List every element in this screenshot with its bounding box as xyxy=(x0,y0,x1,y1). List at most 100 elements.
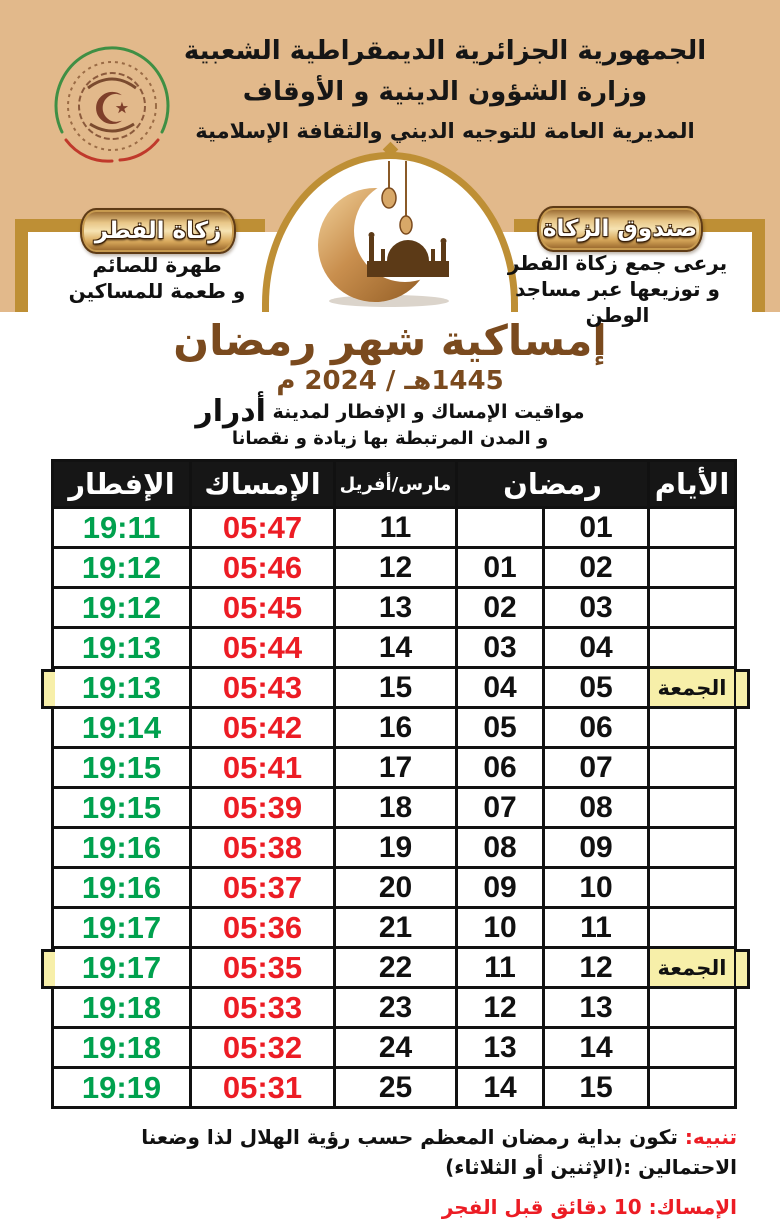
table-row: الأربعاء 10 09 20 05:37 19:16 xyxy=(51,866,737,909)
iftar-time-cell: 19:17 xyxy=(51,906,192,949)
gregorian-date-cell: 16 xyxy=(333,706,458,749)
day-cell: الثلاثاء xyxy=(647,546,737,589)
subtitle-prefix: مواقيت الإمساك و الإفطار لمدينة xyxy=(265,401,585,423)
iftar-time-cell: 19:12 xyxy=(51,546,192,589)
ramadan-date-option2-cell: 03 xyxy=(455,626,545,669)
ramadan-date-option1-cell: 15 xyxy=(542,1066,650,1109)
subtitle-linked-cities: و المدن المرتبطة بها زيادة و نقصانا xyxy=(231,428,549,449)
day-cell: الإثنين xyxy=(647,506,737,549)
ministry-line: وزارة الشؤون الدينية و الأوقاف xyxy=(242,77,648,107)
gregorian-date-cell: 21 xyxy=(333,906,458,949)
imsak-time-cell: 05:45 xyxy=(189,586,336,629)
ramadan-date-option1-cell: 11 xyxy=(542,906,650,949)
table-row: الإثنين 01 11 05:47 19:11 xyxy=(51,506,737,549)
iftar-time-cell: 19:15 xyxy=(51,786,192,829)
friday-highlight-tab xyxy=(41,669,55,709)
republic-line: الجمهورية الجزائرية الديمقراطية الشعبية xyxy=(183,36,707,66)
arch-frame xyxy=(262,152,518,312)
day-cell: الإثنين xyxy=(647,786,737,829)
ramadan-date-option1-cell: 02 xyxy=(542,546,650,589)
col-header-ramadan: رمضان xyxy=(455,459,650,509)
col-header-imsak: الإمساك xyxy=(189,459,336,509)
gregorian-date-cell: 18 xyxy=(333,786,458,829)
day-cell: الجمعة xyxy=(647,946,737,989)
iftar-time-cell: 19:16 xyxy=(51,826,192,869)
imsak-time-cell: 05:33 xyxy=(189,986,336,1029)
iftar-time-cell: 19:16 xyxy=(51,866,192,909)
page-title: إمساكية شهر رمضان xyxy=(173,316,607,365)
imsak-time-cell: 05:38 xyxy=(189,826,336,869)
hijri-gregorian-year: 1445هـ / 2024 م xyxy=(276,366,504,396)
day-cell: السبت xyxy=(647,706,737,749)
prayer-times-table: الأيام رمضان مارس/أفريل الإمساك الإفطار … xyxy=(51,459,737,1109)
table-row: الأحد 07 06 17 05:41 19:15 xyxy=(51,746,737,789)
imsak-time-cell: 05:37 xyxy=(189,866,336,909)
iftar-time-cell: 19:13 xyxy=(51,666,192,709)
day-cell: الأحد xyxy=(647,746,737,789)
prayer-times-table-wrap: الأيام رمضان مارس/أفريل الإمساك الإفطار … xyxy=(41,459,750,1109)
day-cell: الأربعاء xyxy=(647,866,737,909)
zakat-fitr-banner-text: طهرة للصائم و طعمة للمساكين xyxy=(62,252,252,304)
friday-highlight-tab xyxy=(736,949,750,989)
ramadan-date-option1-cell: 13 xyxy=(542,986,650,1029)
table-header-row: الأيام رمضان مارس/أفريل الإمساك الإفطار xyxy=(51,459,737,509)
gregorian-date-cell: 19 xyxy=(333,826,458,869)
gold-frame-side-right xyxy=(752,219,765,312)
ministry-header: الجمهورية الجزائرية الديمقراطية الشعبية … xyxy=(165,30,725,150)
iftar-time-cell: 19:18 xyxy=(51,1026,192,1069)
ramadan-date-option2-cell: 10 xyxy=(455,906,545,949)
ramadan-date-option1-cell: 14 xyxy=(542,1026,650,1069)
iftar-time-cell: 19:15 xyxy=(51,746,192,789)
ministry-seal-icon: ☪ xyxy=(38,28,186,178)
ramadan-date-option1-cell: 12 xyxy=(542,946,650,989)
table-row: الثلاثاء 02 01 12 05:46 19:12 xyxy=(51,546,737,589)
zakat-fitr-banner: زكاة الفطر xyxy=(80,208,236,254)
day-cell: الجمعة xyxy=(647,666,737,709)
directorate-line: المديرية العامة للتوجيه الديني والثقافة … xyxy=(195,119,695,143)
ramadan-date-option2-cell: 06 xyxy=(455,746,545,789)
gregorian-date-cell: 11 xyxy=(333,506,458,549)
imsak-time-cell: 05:36 xyxy=(189,906,336,949)
zakat-fitr-banner-title: زكاة الفطر xyxy=(94,218,222,244)
col-header-iftar: الإفطار xyxy=(51,459,192,509)
zakat-fitr-line2: و طعمة للمساكين xyxy=(68,279,246,303)
table-row: السبت 06 05 16 05:42 19:14 xyxy=(51,706,737,749)
zakat-fund-banner-text: يرعى جمع زكاة الفطر و توزيعها عبر مساجد … xyxy=(500,250,735,328)
gregorian-date-cell: 17 xyxy=(333,746,458,789)
iftar-time-cell: 19:11 xyxy=(51,506,192,549)
moon-sighting-note: تنبيه: تكون بداية رمضان المعظم حسب رؤية … xyxy=(43,1122,737,1182)
ramadan-date-option1-cell: 06 xyxy=(542,706,650,749)
ramadan-date-option2-cell: 08 xyxy=(455,826,545,869)
day-cell: الأحد xyxy=(647,1026,737,1069)
ramadan-date-option2-cell: 07 xyxy=(455,786,545,829)
ramadan-date-option1-cell: 09 xyxy=(542,826,650,869)
note-label: تنبيه: xyxy=(684,1125,737,1149)
gregorian-date-cell: 22 xyxy=(333,946,458,989)
day-cell: السبت xyxy=(647,986,737,1029)
ramadan-date-option2-cell xyxy=(455,506,545,549)
gregorian-date-cell: 20 xyxy=(333,866,458,909)
ramadan-date-option1-cell: 03 xyxy=(542,586,650,629)
ramadan-date-option2-cell: 05 xyxy=(455,706,545,749)
imsak-time-cell: 05:39 xyxy=(189,786,336,829)
zakat-fitr-line1: طهرة للصائم xyxy=(92,253,222,277)
ramadan-date-option2-cell: 14 xyxy=(455,1066,545,1109)
table-row: الأربعاء 03 02 13 05:45 19:12 xyxy=(51,586,737,629)
table-row: الجمعة 12 11 22 05:35 19:17 xyxy=(51,946,737,989)
ramadan-date-option2-cell: 13 xyxy=(455,1026,545,1069)
ramadan-date-option2-cell: 09 xyxy=(455,866,545,909)
day-cell: الخميس xyxy=(647,626,737,669)
table-row: الخميس 04 03 14 05:44 19:13 xyxy=(51,626,737,669)
col-header-days: الأيام xyxy=(647,459,737,509)
gold-frame-side-left xyxy=(15,219,28,312)
col-header-month: مارس/أفريل xyxy=(333,459,458,509)
gregorian-date-cell: 25 xyxy=(333,1066,458,1109)
gregorian-date-cell: 23 xyxy=(333,986,458,1029)
ramadan-date-option1-cell: 04 xyxy=(542,626,650,669)
imsak-time-cell: 05:42 xyxy=(189,706,336,749)
table-row: الإثنين 15 14 25 05:31 19:19 xyxy=(51,1066,737,1109)
imsak-time-cell: 05:41 xyxy=(189,746,336,789)
table-row: الأحد 14 13 24 05:32 19:18 xyxy=(51,1026,737,1069)
day-cell: الخميس xyxy=(647,906,737,949)
imsak-time-cell: 05:46 xyxy=(189,546,336,589)
